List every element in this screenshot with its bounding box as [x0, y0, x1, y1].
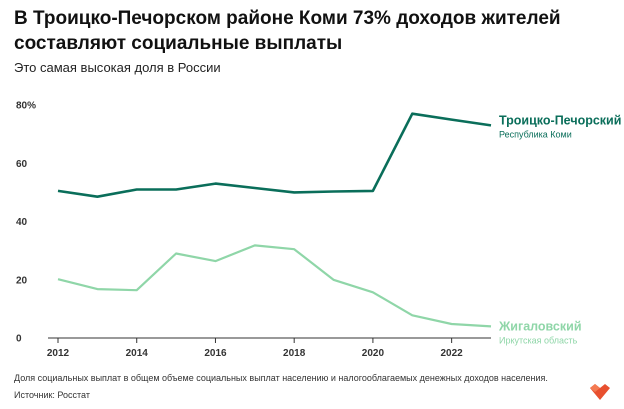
source-note: Источник: Росстат — [14, 390, 90, 400]
series-label: Троицко-Печорский — [499, 113, 621, 127]
x-tick-label: 2018 — [283, 348, 306, 359]
x-tick-label: 2016 — [204, 348, 227, 359]
x-tick-label: 2020 — [362, 348, 385, 359]
chart-subtitle: Это самая высокая доля в России — [14, 60, 221, 75]
x-tick-label: 2014 — [126, 348, 149, 359]
y-tick-label: 80% — [16, 101, 36, 112]
axes: 0 20 40 60 80% 2012 2014 2016 2018 2020 2022 — [16, 101, 491, 359]
series-line-zhigalovsky — [57, 244, 492, 328]
x-tick-label: 2022 — [441, 348, 464, 359]
x-tick-label: 2012 — [47, 348, 70, 359]
line-chart: 0 20 40 60 80% 2012 2014 2016 2018 2020 2022 Троиц… — [16, 101, 621, 360]
series-line-troitsko-pechorsky — [57, 112, 492, 198]
series-labels: Троицко-Печорский Республика Коми Жигаловс… — [498, 113, 621, 345]
y-tick-label: 0 — [16, 334, 22, 345]
series-lines — [57, 112, 492, 328]
y-tick-label: 60 — [16, 159, 28, 170]
series-sublabel: Республика Коми — [499, 129, 572, 139]
y-tick-label: 20 — [16, 275, 28, 286]
y-tick-label: 40 — [16, 217, 28, 228]
brand-logo-icon — [590, 384, 610, 400]
footnote: Доля социальных выплат в общем объеме со… — [14, 373, 548, 383]
series-sublabel: Иркутская область — [499, 335, 578, 345]
chart-title: В Троицко-Печорском районе Коми 73% дохо… — [14, 8, 561, 54]
series-label: Жигаловский — [498, 319, 582, 333]
